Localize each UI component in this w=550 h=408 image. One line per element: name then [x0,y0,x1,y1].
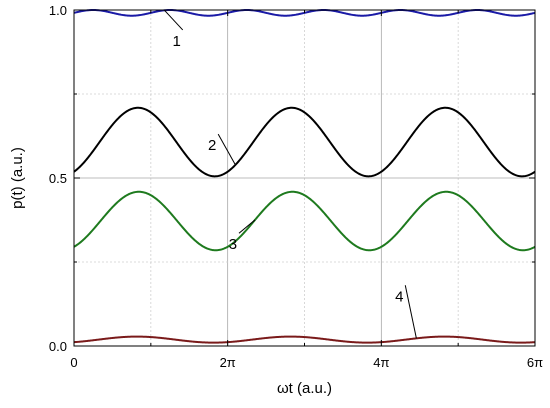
annotation-leader-2 [217,133,236,166]
series-label-3: 3 [229,236,237,253]
annotation-leader-3 [238,219,256,234]
x-tick-label: 2π [220,355,236,370]
x-tick-label: 0 [70,355,77,370]
series-line-3 [73,190,536,252]
series-label-1: 1 [173,33,181,50]
annotation-leader-1 [164,9,184,31]
series-label-2: 2 [208,137,216,154]
annotation-group: 1 2 3 4 [164,9,417,339]
series-line-4 [73,335,536,344]
y-tick-label: 0.5 [49,171,67,186]
x-tick-label: 4π [373,355,389,370]
series-label-4: 4 [395,288,403,305]
y-tick-label: 1.0 [49,3,67,18]
x-tick-label: 6π [527,355,543,370]
y-axis-label: p(t) (a.u.) [9,147,26,209]
y-tick-label: 0.0 [49,339,67,354]
series-line-2 [73,106,536,178]
x-axis-label: ωt (a.u.) [277,380,332,397]
tick-group [73,9,536,347]
tick-label-group: 0 2π 4π 6π 0.0 0.5 1.0 [49,3,543,370]
grid [74,10,535,346]
annotation-leader-4 [404,285,417,339]
